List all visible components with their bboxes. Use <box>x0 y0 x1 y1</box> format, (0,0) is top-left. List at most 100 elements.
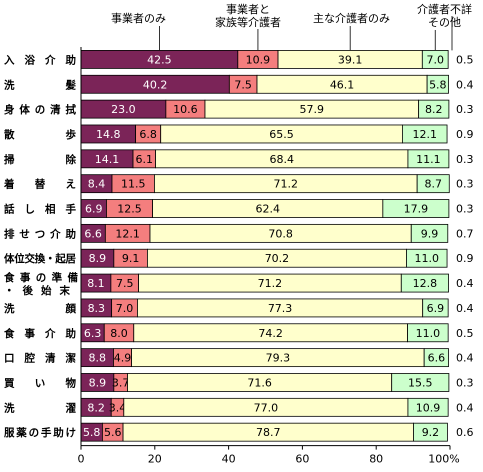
data-label: 8.8 <box>88 352 106 365</box>
data-label: 10.6 <box>173 103 198 116</box>
legend-label-other: その他 <box>428 16 461 29</box>
unknown-value-label: 0.4 <box>456 302 474 315</box>
x-tick-label: 80 <box>369 453 383 466</box>
data-label: 7.5 <box>234 78 252 91</box>
legend: 事業者のみ 事業者と 家族等介護者 主な介護者のみ その他 介護者不詳 <box>111 2 472 29</box>
data-label: 68.4 <box>269 153 294 166</box>
bar-segment <box>426 74 449 94</box>
data-label: 8.2 <box>87 401 105 414</box>
data-label: 6.3 <box>84 327 102 340</box>
category-label: ・ 後 始 末 <box>4 284 71 297</box>
data-label: 70.2 <box>265 252 290 265</box>
data-label: 8.3 <box>88 302 106 315</box>
data-label: 15.5 <box>408 376 433 389</box>
unknown-value-label: 0.3 <box>456 203 474 216</box>
data-label: 6.6 <box>428 352 446 365</box>
bar-segment <box>418 99 450 119</box>
data-label: 39.1 <box>338 53 363 66</box>
data-label: 8.0 <box>110 327 128 340</box>
x-tick-label: 0 <box>78 453 85 466</box>
data-label: 71.6 <box>247 376 272 389</box>
data-label: 71.2 <box>258 277 283 290</box>
x-tick-label: 100% <box>428 453 459 466</box>
bar-segment <box>407 149 450 169</box>
category-label: 食 事 の 準 備 <box>3 271 79 284</box>
bar-segment <box>421 50 449 69</box>
data-label: 57.9 <box>300 103 325 116</box>
unknown-value-label: 0.3 <box>456 376 474 389</box>
bar-segment <box>416 174 450 194</box>
bar-segment <box>410 223 449 243</box>
data-label: 12.1 <box>412 128 437 141</box>
category-label: 排せつ介助 <box>4 227 76 240</box>
legend-label-caregiver-unknown: 介護者不詳 <box>417 2 472 16</box>
data-label: 12.1 <box>115 227 140 240</box>
category-label: 洗顔 <box>4 302 77 315</box>
unknown-value-label: 0.6 <box>456 426 474 439</box>
data-label: 12.5 <box>117 203 142 216</box>
data-label: 11.5 <box>121 178 146 191</box>
data-label: 11.0 <box>416 327 441 340</box>
data-label: 78.7 <box>256 426 281 439</box>
data-label: 77.3 <box>268 302 293 315</box>
unknown-value-label: 0.3 <box>456 153 474 166</box>
unknown-value-label: 0.7 <box>456 227 474 240</box>
category-label: 話し相手 <box>4 203 77 216</box>
data-label: 3.4 <box>109 401 127 414</box>
plot-area: 入浴介助 42.5 10.9 39.1 7.0 0.5 洗髪 40.2 7.5 46.1 5.8 0.… <box>3 50 474 442</box>
bar-segment <box>423 348 449 368</box>
unknown-value-label: 0.3 <box>456 178 474 191</box>
data-label: 6.8 <box>139 128 157 141</box>
data-label: 77.0 <box>254 401 279 414</box>
data-label: 6.9 <box>427 302 445 315</box>
data-label: 11.0 <box>415 252 440 265</box>
data-label: 3.7 <box>112 376 130 389</box>
category-label: 身体の清拭 <box>4 103 77 116</box>
category-label: 服薬の手助け <box>4 426 76 439</box>
unknown-value-label: 0.5 <box>456 327 474 340</box>
bar-segment <box>413 422 448 442</box>
data-label: 7.0 <box>116 302 134 315</box>
data-label: 9.1 <box>122 252 140 265</box>
category-label: 食事介助 <box>3 327 76 340</box>
legend-label-business-and-family-line1: 事業者と <box>226 3 270 16</box>
unknown-value-label: 0.9 <box>456 252 474 265</box>
data-label: 8.9 <box>89 252 107 265</box>
data-label: 65.5 <box>269 128 294 141</box>
data-label: 8.2 <box>425 103 443 116</box>
category-label: 散歩 <box>4 128 77 141</box>
bar-segment <box>407 397 449 417</box>
data-label: 5.8 <box>429 78 447 91</box>
data-label: 23.0 <box>111 103 136 116</box>
data-label: 79.3 <box>266 352 291 365</box>
legend-label-main-caregiver-only: 主な介護者のみ <box>313 11 390 25</box>
bar-segment <box>391 373 450 392</box>
data-label: 62.4 <box>255 203 280 216</box>
category-label: 洗濯 <box>4 401 77 414</box>
data-label: 10.9 <box>246 53 271 66</box>
legend-leader-lines <box>159 16 453 51</box>
unknown-value-label: 0.4 <box>456 352 474 365</box>
unknown-value-label: 0.3 <box>456 103 474 116</box>
unknown-value-label: 0.5 <box>456 53 474 66</box>
data-label: 74.2 <box>258 327 283 340</box>
data-label: 70.8 <box>268 227 293 240</box>
data-label: 4.9 <box>114 352 132 365</box>
x-axis: 0 20 40 60 80 100% <box>78 47 460 466</box>
data-label: 9.9 <box>421 227 439 240</box>
data-label: 14.1 <box>95 153 120 166</box>
data-label: 46.1 <box>330 78 355 91</box>
bar-segment <box>400 273 449 293</box>
bar-segment <box>382 199 450 218</box>
data-label: 8.7 <box>424 178 442 191</box>
data-label: 5.8 <box>83 426 101 439</box>
data-label: 8.9 <box>89 376 107 389</box>
category-label: 口腔清潔 <box>4 352 77 365</box>
data-label: 6.6 <box>84 227 102 240</box>
legend-label-business-only: 事業者のみ <box>111 12 166 25</box>
data-label: 8.4 <box>88 178 106 191</box>
bar-segment <box>407 323 449 343</box>
data-label: 9.2 <box>422 426 440 439</box>
data-label: 8.1 <box>87 277 105 290</box>
data-label: 6.9 <box>85 203 103 216</box>
